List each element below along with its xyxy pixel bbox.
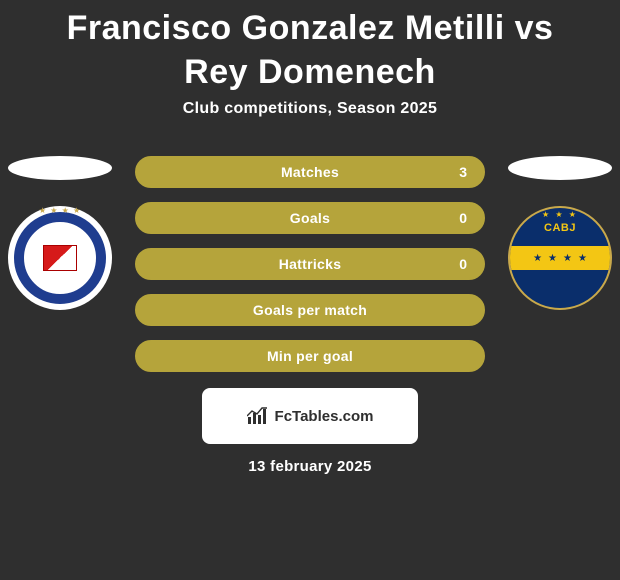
right-crest-band-star-icon: ★: [563, 253, 572, 264]
right-team-crest: ★ ★ ★ CABJ ★ ★ ★ ★: [510, 208, 610, 308]
stat-row-hattricks: Hattricks 0: [135, 248, 485, 280]
right-team-column: ★ ★ ★ CABJ ★ ★ ★ ★: [508, 156, 612, 308]
comparison-area: ★ ★ ★ ★ Matches 3 Goals 0 Hattricks 0 Go…: [0, 156, 620, 372]
bar-chart-icon: [247, 407, 269, 425]
stat-row-min-per-goal: Min per goal: [135, 340, 485, 372]
stat-row-goals-per-match: Goals per match: [135, 294, 485, 326]
brand-text: FcTables.com: [275, 408, 374, 425]
left-crest-center: [32, 230, 88, 286]
stat-label: Goals: [290, 210, 330, 226]
stat-right-value: 0: [455, 256, 467, 272]
right-crest-band: ★ ★ ★ ★: [510, 246, 610, 270]
stats-column: Matches 3 Goals 0 Hattricks 0 Goals per …: [135, 156, 485, 372]
subtitle: Club competitions, Season 2025: [0, 100, 620, 118]
brand-box[interactable]: FcTables.com: [202, 388, 418, 444]
right-crest-stars-icon: ★ ★ ★: [542, 210, 578, 219]
page-title: Francisco Gonzalez Metilli vs Rey Domene…: [0, 0, 620, 100]
right-crest-band-star-icon: ★: [548, 253, 557, 264]
left-team-ellipse: [8, 156, 112, 180]
stat-right-value: 3: [455, 164, 467, 180]
left-crest-flag-icon: [43, 245, 77, 271]
stat-row-goals: Goals 0: [135, 202, 485, 234]
left-team-column: ★ ★ ★ ★: [8, 156, 112, 308]
stat-label: Min per goal: [267, 348, 353, 364]
stat-right-value: 0: [455, 210, 467, 226]
left-team-crest: ★ ★ ★ ★: [10, 208, 110, 308]
right-team-ellipse: [508, 156, 612, 180]
stat-label: Goals per match: [253, 302, 367, 318]
stat-label: Hattricks: [279, 256, 342, 272]
right-crest-band-star-icon: ★: [578, 253, 587, 264]
right-crest-text: CABJ: [544, 222, 576, 234]
right-crest-band-star-icon: ★: [533, 253, 542, 264]
stat-label: Matches: [281, 164, 339, 180]
date-text: 13 february 2025: [0, 458, 620, 475]
stat-row-matches: Matches 3: [135, 156, 485, 188]
